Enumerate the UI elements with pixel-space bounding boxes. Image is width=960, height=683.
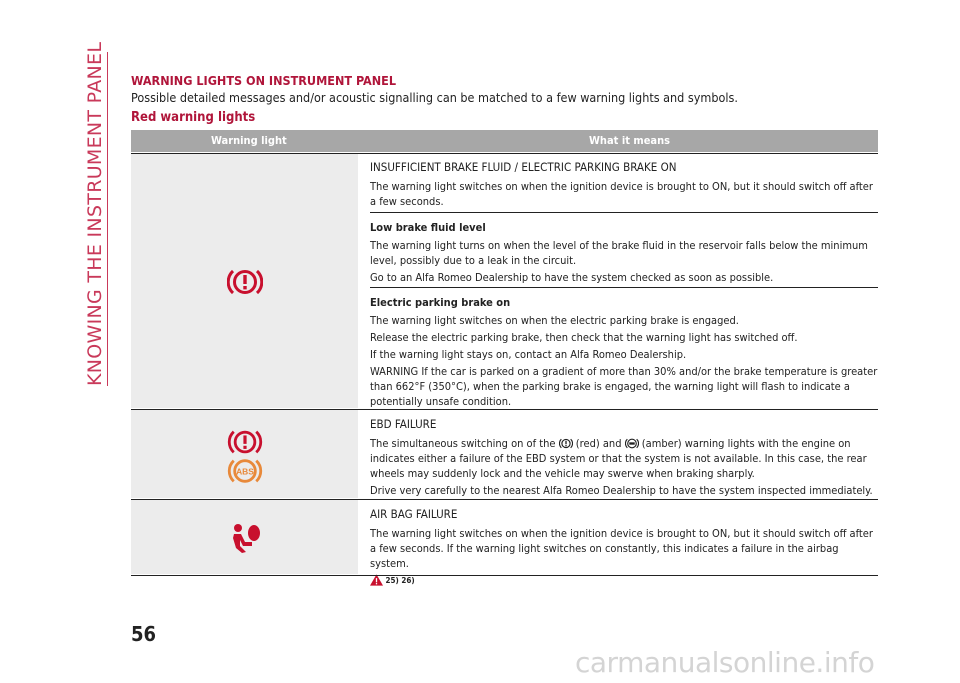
row-2-section-1: EBD FAILURE The simultaneous switching o… [370, 417, 878, 500]
row-1-section-2: Low brake fluid level The warning light … [370, 220, 878, 287]
description-text: The warning light switches on when the i… [370, 180, 873, 208]
row-1-section-3: Electric parking brake on The warning li… [370, 295, 878, 411]
page-number: 56 [131, 622, 157, 646]
description-text-part: The simultaneous switching on of the [370, 437, 556, 450]
airbag-warning-icon [233, 524, 260, 553]
intro-text: Possible detailed messages and/or acoust… [131, 90, 738, 105]
description-text-part: (amber) warning lights with the engine o… [370, 437, 867, 480]
brake-warning-inline-icon [558, 438, 573, 449]
column-header-warning-light: Warning light [211, 134, 287, 147]
section-title: EBD FAILURE [370, 417, 437, 431]
warning-text: WARNING If the car is parked on a gradie… [370, 365, 878, 408]
section-divider [370, 212, 878, 213]
brake-warning-icon [227, 269, 263, 295]
abs-warning-icon: ABS [227, 459, 263, 483]
description-text: The simultaneous switching on of the (re… [370, 436, 878, 481]
section-divider [370, 287, 878, 288]
page-heading: WARNING LIGHTS ON INSTRUMENT PANEL [131, 73, 396, 88]
abs-label: ABS [236, 466, 254, 476]
table-divider [131, 153, 878, 154]
table-header: Warning light What it means [131, 130, 878, 152]
description-text: Go to an Alfa Romeo Dealership to have t… [370, 271, 774, 284]
table-divider [131, 499, 878, 500]
brake-warning-icon [227, 430, 263, 454]
side-divider [107, 52, 108, 386]
reference-numbers: 25) 26) [385, 576, 415, 585]
description-text-part: (red) and [575, 437, 622, 450]
icon-cell-row-2 [131, 410, 358, 498]
description-text: The warning light switches on when the i… [370, 527, 873, 570]
section-title: INSUFFICIENT BRAKE FLUID / ELECTRIC PARK… [370, 160, 677, 174]
column-header-meaning: What it means [589, 134, 671, 147]
table-divider [131, 409, 878, 410]
row-3-section-1: AIR BAG FAILURE The warning light switch… [370, 507, 878, 590]
watermark: carmanualsonline.info [575, 646, 875, 679]
description-text: Drive very carefully to the nearest Alfa… [370, 484, 873, 497]
row-1-section-1: INSUFFICIENT BRAKE FLUID / ELECTRIC PARK… [370, 160, 878, 211]
description-text: The warning light turns on when the leve… [370, 239, 868, 267]
side-section-title: KNOWING THE INSTRUMENT PANEL [84, 41, 106, 386]
warning-triangle-icon [370, 574, 383, 586]
table-divider [131, 575, 878, 576]
section-title: Electric parking brake on [370, 296, 511, 309]
description-text: Release the electric parking brake, then… [370, 331, 798, 344]
icon-cell-row-3 [131, 500, 358, 574]
section-title: AIR BAG FAILURE [370, 507, 458, 521]
reference-notes: 25) 26) [370, 573, 878, 588]
description-text: The warning light switches on when the e… [370, 314, 739, 327]
section-subheading: Red warning lights [131, 110, 256, 125]
abs-inline-icon [624, 438, 639, 449]
section-title: Low brake fluid level [370, 221, 486, 234]
description-text: If the warning light stays on, contact a… [370, 348, 687, 361]
